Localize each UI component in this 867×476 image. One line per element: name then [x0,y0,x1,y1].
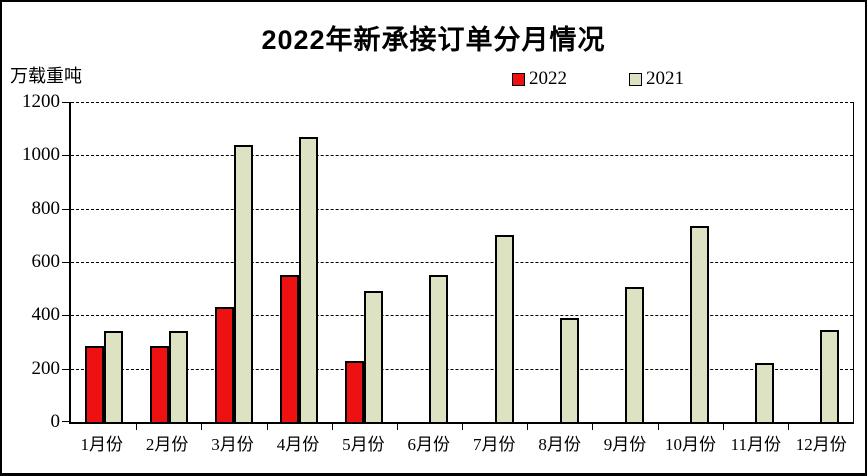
y-tick-0 [62,421,71,422]
x-tick-4 [331,422,333,430]
y-tick-600 [62,262,71,263]
x-label-6月份: 6月份 [407,435,451,454]
y-tick-800 [62,208,71,210]
bar-2022-3月份 [214,307,234,422]
bar-2021-10月份 [690,226,710,422]
bar-2021-3月份 [233,145,253,422]
x-label-4月份: 4月份 [276,435,320,454]
bar-group-2月份 [136,102,201,422]
x-tick-5 [396,422,398,430]
x-tick-6 [462,422,463,430]
bar-2021-2月份 [168,331,188,422]
bar-2021-7月份 [494,235,514,422]
y-tick-label-200: 200 [31,357,61,379]
y-tick-label-800: 800 [31,197,61,219]
bar-2021-1月份 [103,331,123,422]
bar-2022-4月份 [280,275,300,422]
x-tick-11 [787,422,789,430]
x-tick-10 [722,422,724,430]
chart-title: 2022年新承接订单分月情况 [261,25,606,55]
bar-group-5月份 [332,102,397,422]
x-label-8月份: 8月份 [538,435,581,454]
bar-2021-5月份 [364,291,384,422]
bar-group-9月份 [592,102,657,422]
bar-2022-1月份 [84,346,104,422]
y-tick-label-1000: 1000 [22,144,60,166]
x-axis-labels: 1月份 2月份 3月份 4月份 5月份 6月份 7月份 8月份 9月份 10月份 11月份 12月份 [69,430,854,456]
legend-label-2022: 2022 [529,68,567,89]
x-tick-1 [136,422,138,430]
x-label-3月份: 3月份 [211,435,254,454]
bar-2021-6月份 [429,275,449,422]
bar-group-4月份 [267,102,332,422]
legend-item-2021: 2021 [629,68,684,90]
gridline-800 [71,208,853,210]
x-label-5月份: 5月份 [342,435,385,454]
x-tick-9 [657,422,659,430]
bar-group-7月份 [462,102,527,422]
legend: 2022 2021 [512,68,684,90]
gridline-1200 [71,102,853,103]
x-label-2月份: 2月份 [145,435,189,454]
y-tick-label-1200: 1200 [22,91,60,112]
legend-swatch-2022 [512,72,525,86]
bar-2022-5月份 [345,361,365,422]
plot-area: 0 200 400 600 800 1000 1200 [22,91,854,432]
x-label-12月份: 12月份 [795,435,847,454]
y-axis-unit-label: 万载重吨 [10,66,82,86]
bar-2021-12月份 [820,330,840,422]
gridline-1000 [71,155,853,157]
x-label-11月份: 11月份 [730,435,782,454]
y-tick-200 [62,368,71,370]
bar-2021-9月份 [624,287,644,422]
bar-2021-8月份 [559,318,579,422]
x-label-1月份: 1月份 [80,435,123,454]
gridline-600 [71,262,853,263]
legend-label-2021: 2021 [646,68,684,89]
bar-group-8月份 [527,102,592,422]
y-tick-1000 [62,155,71,157]
bar-group-1月份 [71,102,136,422]
y-tick-label-0: 0 [50,411,61,432]
x-label-9月份: 9月份 [603,435,647,454]
y-tick-1200 [62,102,71,103]
bar-2021-4月份 [299,137,319,422]
y-tick-label-400: 400 [31,304,61,326]
x-label-7月份: 7月份 [472,435,516,454]
legend-item-2022: 2022 [512,68,567,90]
bar-group-11月份 [723,102,788,422]
x-label-10月份: 10月份 [664,435,716,454]
gridline-400 [71,315,853,317]
x-tick-7 [527,422,529,430]
x-tick-3 [266,422,268,430]
legend-swatch-2021 [629,72,642,86]
bar-2021-11月份 [755,363,775,422]
bar-group-6月份 [397,102,462,422]
x-tick-8 [592,422,594,430]
bar-group-12月份 [788,102,853,422]
bar-group-3月份 [201,102,266,422]
bar-group-10月份 [658,102,723,422]
x-tick-2 [201,422,203,430]
gridline-200 [71,368,853,370]
bar-2022-2月份 [149,346,169,422]
y-tick-400 [62,315,71,317]
y-tick-label-600: 600 [31,251,61,272]
